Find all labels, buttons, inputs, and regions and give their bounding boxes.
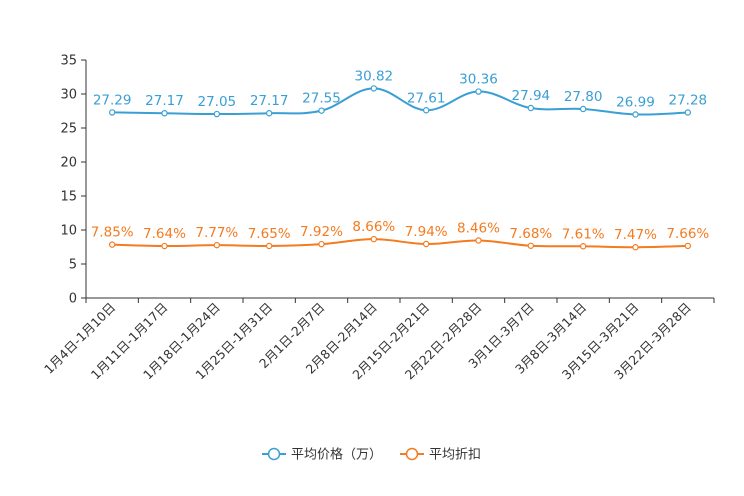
data-label: 27.61 [407, 90, 446, 106]
data-point [632, 244, 639, 251]
series-avg-price: 27.29 27.17 27.05 27.17 27.55 30.82 27.61 30.36… [93, 68, 708, 118]
data-label: 26.99 [616, 94, 655, 110]
data-point [527, 104, 535, 112]
data-label: 27.05 [198, 94, 237, 110]
legend-marker-icon [267, 447, 281, 461]
data-point [579, 243, 587, 250]
data-label: 7.66% [666, 226, 709, 242]
data-point [213, 241, 221, 249]
data-label: 27.55 [302, 91, 341, 107]
y-tick-label: 35 [60, 54, 77, 69]
legend-label: 平均价格（万） [291, 447, 382, 463]
data-label: 27.80 [564, 89, 603, 105]
legend-item-avg-discount[interactable]: 平均折扣 [400, 448, 481, 463]
data-label: 27.29 [93, 92, 132, 108]
series-line [112, 238, 688, 249]
legend[interactable]: 平均价格（万） 平均折扣 [262, 447, 481, 463]
data-label: 8.46% [457, 220, 500, 236]
data-point [527, 242, 535, 249]
data-label: 7.65% [248, 226, 291, 242]
data-point [370, 85, 378, 92]
data-point [108, 241, 116, 248]
y-tick-label: 25 [60, 122, 77, 137]
data-label: 7.92% [300, 224, 343, 240]
data-label: 30.82 [355, 68, 394, 84]
data-point [632, 111, 639, 118]
y-tick-label: 0 [69, 292, 77, 307]
data-label: 7.85% [91, 225, 134, 241]
data-label: 8.66% [352, 219, 395, 235]
data-label: 7.64% [143, 226, 186, 242]
data-point [318, 240, 325, 248]
data-point [370, 235, 378, 243]
data-point [265, 110, 273, 117]
data-label: 7.94% [405, 224, 448, 240]
data-label: 27.94 [512, 88, 551, 104]
data-label: 27.28 [669, 92, 708, 108]
data-label: 30.36 [459, 72, 498, 88]
legend-item-avg-price[interactable]: 平均价格（万） [262, 447, 382, 463]
data-point [318, 107, 325, 114]
axes: 051015202530351月4日-1月10日1月11日-1月17日1月18日… [41, 54, 715, 382]
data-point [161, 110, 168, 117]
legend-label: 平均折扣 [429, 448, 481, 463]
data-point [422, 107, 430, 114]
data-point [108, 109, 116, 116]
legend-marker-icon [405, 447, 419, 461]
data-point [265, 242, 273, 250]
y-tick-label: 20 [60, 156, 77, 171]
data-point [579, 105, 587, 113]
data-label: 7.61% [562, 226, 605, 242]
data-label: 27.17 [250, 93, 289, 109]
series-line [112, 87, 688, 116]
y-tick-label: 10 [60, 224, 77, 239]
data-point [161, 242, 168, 250]
y-tick-label: 30 [60, 88, 77, 103]
data-label: 7.77% [195, 225, 238, 241]
data-label: 7.68% [509, 226, 552, 242]
data-point [422, 240, 430, 248]
data-point [684, 109, 692, 116]
y-tick-label: 15 [60, 190, 77, 205]
series-layer: 27.29 27.17 27.05 27.17 27.55 30.82 27.61 30.36… [91, 68, 709, 251]
data-point [684, 242, 692, 250]
y-tick-label: 5 [69, 258, 77, 273]
data-label: 27.17 [145, 93, 184, 109]
data-point [475, 237, 482, 244]
data-label: 7.47% [614, 227, 657, 243]
data-point [475, 88, 482, 95]
series-avg-discount: 7.85% 7.64% 7.77% 7.65% 7.92% 8.66% 7.94% 8.46%… [91, 219, 709, 251]
data-point [213, 110, 221, 118]
